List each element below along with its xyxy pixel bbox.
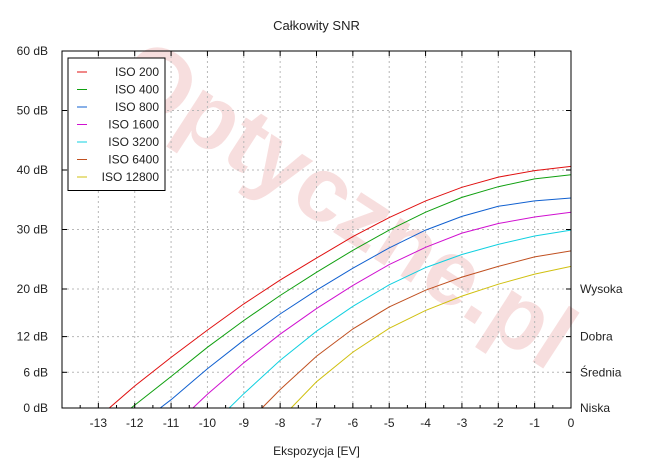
x-tick-label: -6 <box>348 416 359 430</box>
legend-label: ISO 800 <box>115 100 159 114</box>
quality-label: Wysoka <box>580 282 623 296</box>
x-tick-label: 0 <box>568 416 575 430</box>
legend-label: ISO 200 <box>115 65 159 79</box>
series-lines <box>108 165 572 409</box>
x-tick-label: -2 <box>493 416 504 430</box>
series-line <box>261 250 572 409</box>
y-tick-label: 40 dB <box>17 163 48 177</box>
series-line <box>108 165 572 409</box>
y-tick-label: 60 dB <box>17 44 48 58</box>
legend-box <box>67 57 166 191</box>
y-tick-label: 0 dB <box>23 401 48 415</box>
quality-label: Niska <box>580 401 610 415</box>
y-tick-label: 6 dB <box>23 365 48 379</box>
legend-label: ISO 6400 <box>108 153 159 167</box>
axis-ticks: -13 -12 -11 -10 -9 -8 -7 -6 -5 -4 -3 -2 -1 00 dB6 dB1… <box>17 44 623 430</box>
y-tick-label: 50 dB <box>17 104 48 118</box>
series-line <box>290 265 572 409</box>
series-line <box>159 197 572 409</box>
y-tick-label: 12 dB <box>17 330 48 344</box>
y-tick-label: 20 dB <box>17 282 48 296</box>
legend-label: ISO 3200 <box>108 135 159 149</box>
legend-label: ISO 12800 <box>102 170 160 184</box>
x-tick-label: -10 <box>199 416 217 430</box>
legend-label: ISO 400 <box>115 83 159 97</box>
chart-title: Całkowity SNR <box>273 18 360 33</box>
x-tick-label: -7 <box>311 416 322 430</box>
x-tick-label: -5 <box>384 416 395 430</box>
x-tick-label: -9 <box>238 416 249 430</box>
x-axis-label: Ekspozycja [EV] <box>273 444 360 458</box>
x-tick-label: -1 <box>529 416 540 430</box>
x-tick-label: -3 <box>457 416 468 430</box>
x-tick-label: -8 <box>275 416 286 430</box>
y-tick-label: 30 dB <box>17 223 48 237</box>
quality-label: Dobra <box>580 330 613 344</box>
x-tick-label: -13 <box>90 416 108 430</box>
series-line <box>228 229 572 409</box>
quality-label: Średnia <box>580 364 622 379</box>
x-tick-label: -4 <box>420 416 431 430</box>
series-line <box>192 211 572 409</box>
x-tick-label: -11 <box>163 416 180 430</box>
x-tick-label: -12 <box>126 416 144 430</box>
legend: ISO 200 ISO 400 ISO 800 ISO 1600 ISO 3200 ISO… <box>67 57 166 191</box>
series-line <box>130 174 572 409</box>
legend-label: ISO 1600 <box>108 118 159 132</box>
